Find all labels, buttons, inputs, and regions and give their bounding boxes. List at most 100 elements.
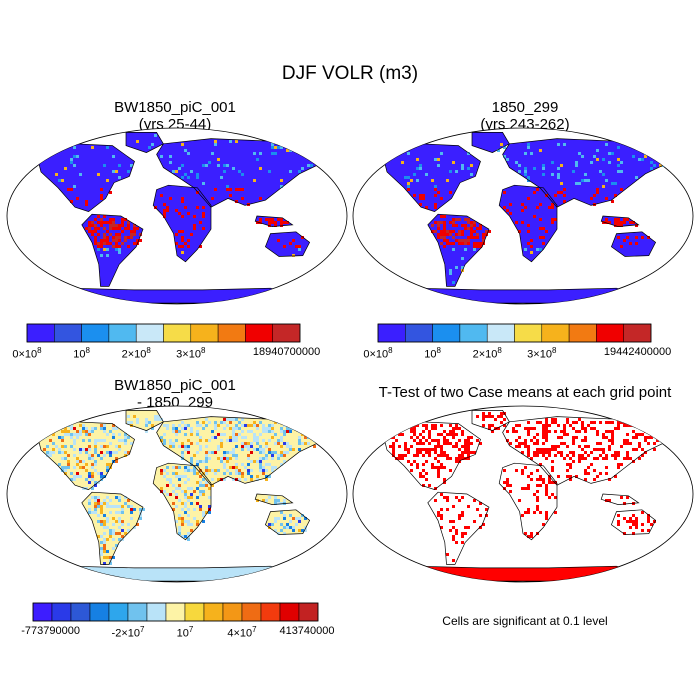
grid-cell [464,442,467,445]
coastline-africa [152,184,212,263]
grid-cell [581,421,584,424]
grid-cell [169,442,172,445]
grid-cell [178,466,181,469]
coastline-southAmerica [427,213,490,287]
grid-cell [440,526,443,529]
grid-cell [235,427,238,430]
grid-cell [392,448,395,451]
grid-cell [271,457,274,460]
grid-cell [527,475,530,478]
grid-cell [73,146,76,149]
grid-cell [425,472,428,475]
grid-cell [401,433,404,436]
grid-cell [283,532,286,535]
grid-cell [112,236,115,239]
grid-cell [461,454,464,457]
grid-cell [115,544,118,547]
grid-cell [599,170,602,173]
grid-cell [181,245,184,248]
grid-cell [455,233,458,236]
grid-cell [431,439,434,442]
grid-cell [175,427,178,430]
grid-cell [229,451,232,454]
grid-cell [286,526,289,529]
grid-cell [76,472,79,475]
grid-cell [112,227,115,230]
grid-cell [280,454,283,457]
grid-cell [184,206,187,209]
grid-cell [446,433,449,436]
grid-cell [434,466,437,469]
grid-cell [467,236,470,239]
grid-cell [271,436,274,439]
grid-cell [196,206,199,209]
grid-cell [82,487,85,490]
grid-cell [422,454,425,457]
grid-cell [157,415,160,418]
grid-cell [283,442,286,445]
grid-cell [440,514,443,517]
grid-cell [166,427,169,430]
grid-cell [551,218,554,221]
grid-cell [178,517,181,520]
grid-cell [163,439,166,442]
grid-cell [602,457,605,460]
grid-cell [127,529,130,532]
grid-cell [488,424,491,427]
grid-cell [91,430,94,433]
grid-cell [467,152,470,155]
grid-cell [280,146,283,149]
grid-cell [130,230,133,233]
grid-cell [196,430,199,433]
grid-cell [524,248,527,251]
grid-cell [106,556,109,559]
grid-cell [97,520,100,523]
grid-cell [545,490,548,493]
coastline-seAsiaIslands [254,493,294,505]
grid-cell [193,224,196,227]
grid-cell [419,472,422,475]
grid-cell [280,445,283,448]
grid-cell [220,176,223,179]
grid-cell [118,224,121,227]
grid-cell [268,218,271,221]
grid-cell [518,445,521,448]
grid-cell [461,164,464,167]
grid-cell [506,430,509,433]
grid-cell [575,421,578,424]
grid-cell [452,526,455,529]
grid-cell [440,424,443,427]
grid-cell [578,445,581,448]
grid-cell [602,158,605,161]
grid-cell [422,475,425,478]
grid-cell [169,161,172,164]
grid-cell [214,469,217,472]
grid-cell [431,448,434,451]
grid-cell [392,445,395,448]
grid-cell [419,164,422,167]
grid-cell [223,433,226,436]
grid-cell [220,439,223,442]
grid-cell [274,517,277,520]
grid-cell [584,445,587,448]
grid-cell [232,167,235,170]
grid-cell [452,242,455,245]
grid-cell [85,200,88,203]
grid-cell [449,233,452,236]
grid-cell [271,143,274,146]
grid-cell [470,230,473,233]
grid-cell [232,454,235,457]
grid-cell [235,466,238,469]
grid-cell [545,493,548,496]
grid-cell [473,230,476,233]
grid-cell [647,236,650,239]
grid-cell [244,442,247,445]
grid-cell [434,427,437,430]
grid-cell [467,239,470,242]
grid-cell [536,454,539,457]
grid-cell [202,227,205,230]
grid-cell [91,457,94,460]
grid-cell [190,433,193,436]
grid-cell [193,517,196,520]
grid-cell [515,430,518,433]
